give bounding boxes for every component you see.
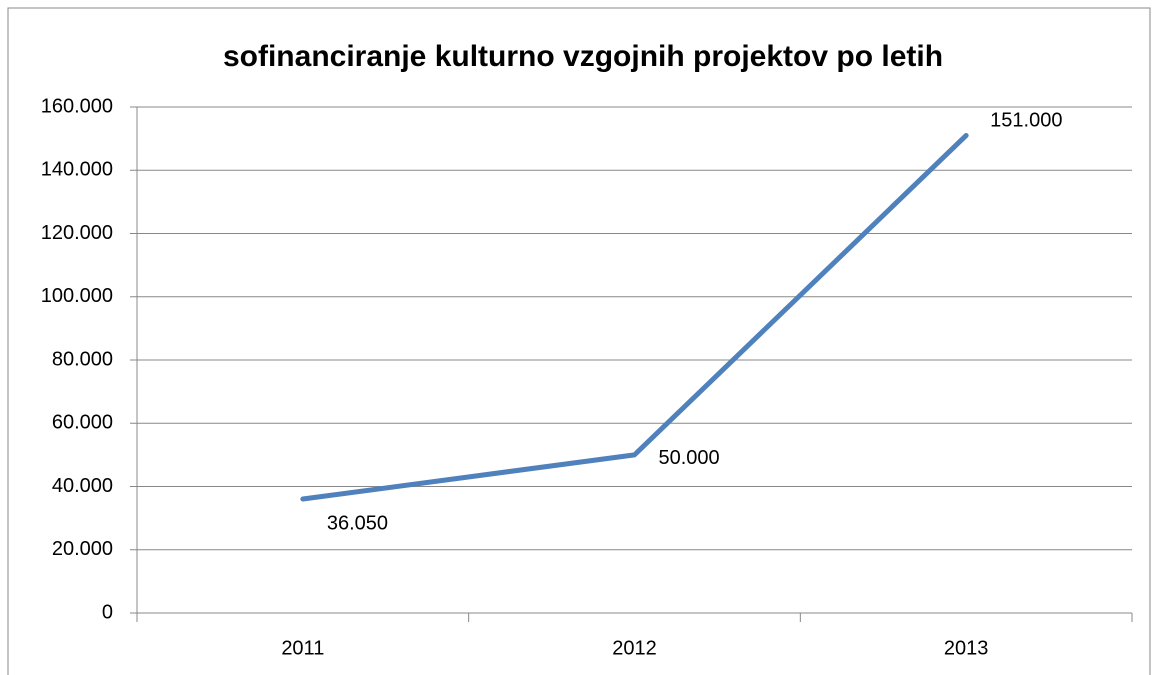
chart-title: sofinanciranje kulturno vzgojnih projekt… [223,40,943,73]
x-tick-label: 2011 [281,637,324,659]
data-label: 151.000 [990,110,1062,132]
y-tick-label: 0 [102,601,113,623]
x-tick-label: 2012 [612,637,657,659]
y-tick-label: 160.000 [41,95,113,117]
chart-border [7,7,1151,675]
data-label: 36.050 [327,512,388,534]
y-tick-label: 60.000 [52,412,113,434]
y-tick-label: 20.000 [52,538,113,560]
data-label: 50.000 [659,447,720,469]
x-tick-label: 2013 [944,637,989,659]
data-line [300,132,969,502]
y-tick-label: 80.000 [52,348,113,370]
y-tick-label: 120.000 [41,222,113,244]
y-tick-label: 100.000 [41,285,113,307]
y-tick-label: 40.000 [52,475,113,497]
y-tick-label: 140.000 [41,159,113,181]
